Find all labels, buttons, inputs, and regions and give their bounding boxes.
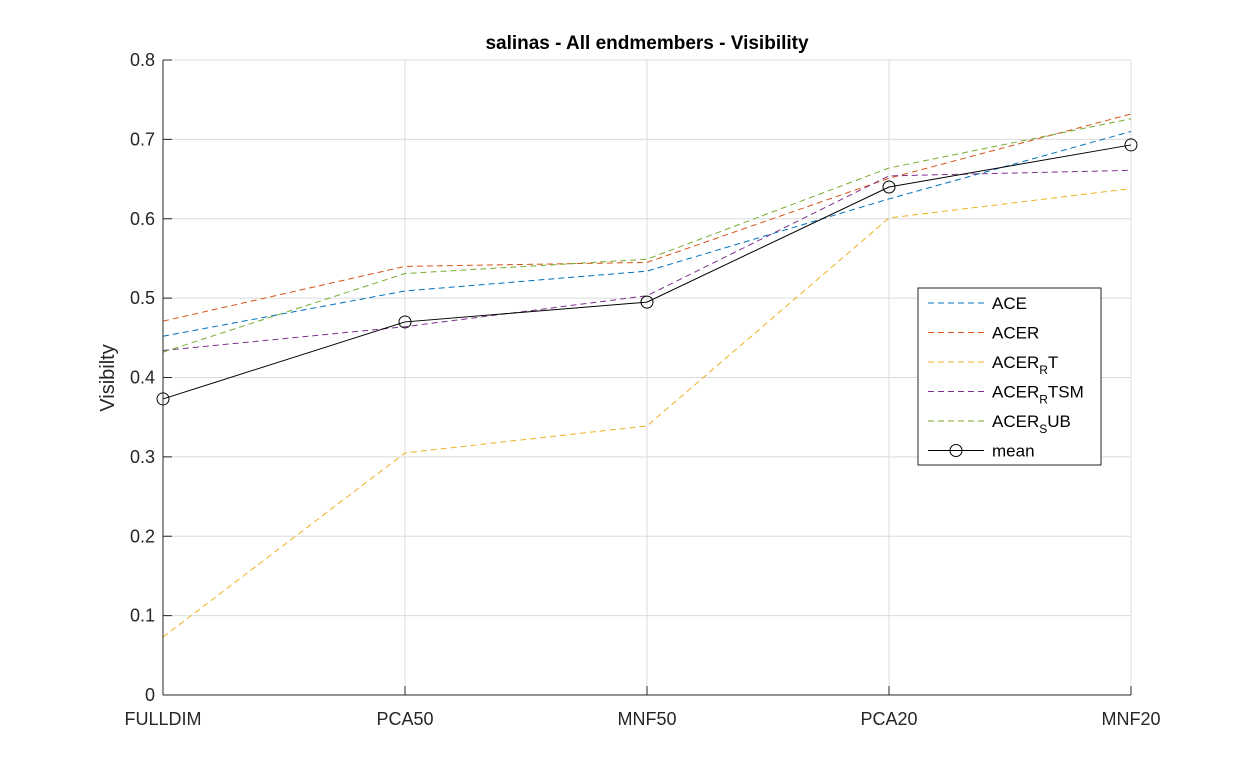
legend-entry-acer-sub: ACERSUB bbox=[992, 412, 1071, 436]
chart-title: salinas - All endmembers - Visibility bbox=[485, 33, 809, 54]
y-tick-label: 0 bbox=[145, 685, 155, 705]
legend-entry-subscript: S bbox=[1039, 422, 1047, 436]
data-point-mean bbox=[882, 180, 896, 194]
legend-entry-base: mean bbox=[992, 442, 1035, 461]
y-axis-label: Visibilty bbox=[97, 344, 119, 411]
legend-entry-mean: mean bbox=[992, 442, 1035, 461]
legend-entry-acer: ACER bbox=[992, 324, 1039, 343]
legend-entry-ace: ACE bbox=[992, 294, 1027, 313]
legend-entry-base: ACER bbox=[992, 353, 1039, 372]
y-tick-label: 0.5 bbox=[130, 288, 155, 308]
y-tick-label: 0.6 bbox=[130, 209, 155, 229]
y-tick-label: 0.8 bbox=[130, 50, 155, 70]
series-line-mean bbox=[162, 144, 1132, 400]
grid bbox=[162, 59, 1132, 696]
legend-entry-base: ACER bbox=[992, 383, 1039, 402]
legend-entry-subscript: R bbox=[1039, 363, 1048, 377]
series-line-acer-rt bbox=[162, 188, 1132, 638]
data-point-mean bbox=[640, 295, 654, 309]
x-tick-label: FULLDIM bbox=[124, 709, 201, 729]
legend-entry-base: ACER bbox=[992, 324, 1039, 343]
x-tick-label: MNF50 bbox=[617, 709, 676, 729]
series-layer bbox=[156, 113, 1138, 638]
y-tick-label: 0.7 bbox=[130, 129, 155, 149]
x-tick-label: PCA50 bbox=[376, 709, 433, 729]
x-tick-label: MNF20 bbox=[1101, 709, 1160, 729]
series-line-acer-rtsm bbox=[162, 169, 1132, 352]
axes bbox=[162, 59, 1132, 696]
tick-labels: 0 0.1 0.2 0.3 0.4 0.5 0.6 0.7 0.8 FULLDIM PCA50 MNF… bbox=[124, 50, 1160, 729]
x-tick-label: PCA20 bbox=[860, 709, 917, 729]
series-line-ace bbox=[162, 130, 1132, 337]
legend-entry-base: ACER bbox=[992, 412, 1039, 431]
legend-entry-acer-rt: ACERRT bbox=[992, 353, 1058, 377]
y-tick-label: 0.2 bbox=[130, 526, 155, 546]
data-point-mean bbox=[1124, 138, 1138, 152]
y-tick-label: 0.3 bbox=[130, 447, 155, 467]
legend-entry-tail: T bbox=[1048, 353, 1058, 372]
legend-entry-tail: UB bbox=[1047, 412, 1071, 431]
legend-entry-tail: TSM bbox=[1048, 383, 1084, 402]
data-point-mean bbox=[398, 315, 412, 329]
legend-marker bbox=[949, 444, 963, 457]
legend-entry-base: ACE bbox=[992, 294, 1027, 313]
legend-entry-acer-rtsm: ACERRTSM bbox=[992, 383, 1084, 407]
legend-box bbox=[917, 287, 1102, 466]
series-line-acer bbox=[162, 113, 1132, 322]
y-tick-label: 0.4 bbox=[130, 368, 155, 388]
y-tick-label: 0.1 bbox=[130, 606, 155, 626]
legend-entry-subscript: R bbox=[1039, 393, 1048, 407]
